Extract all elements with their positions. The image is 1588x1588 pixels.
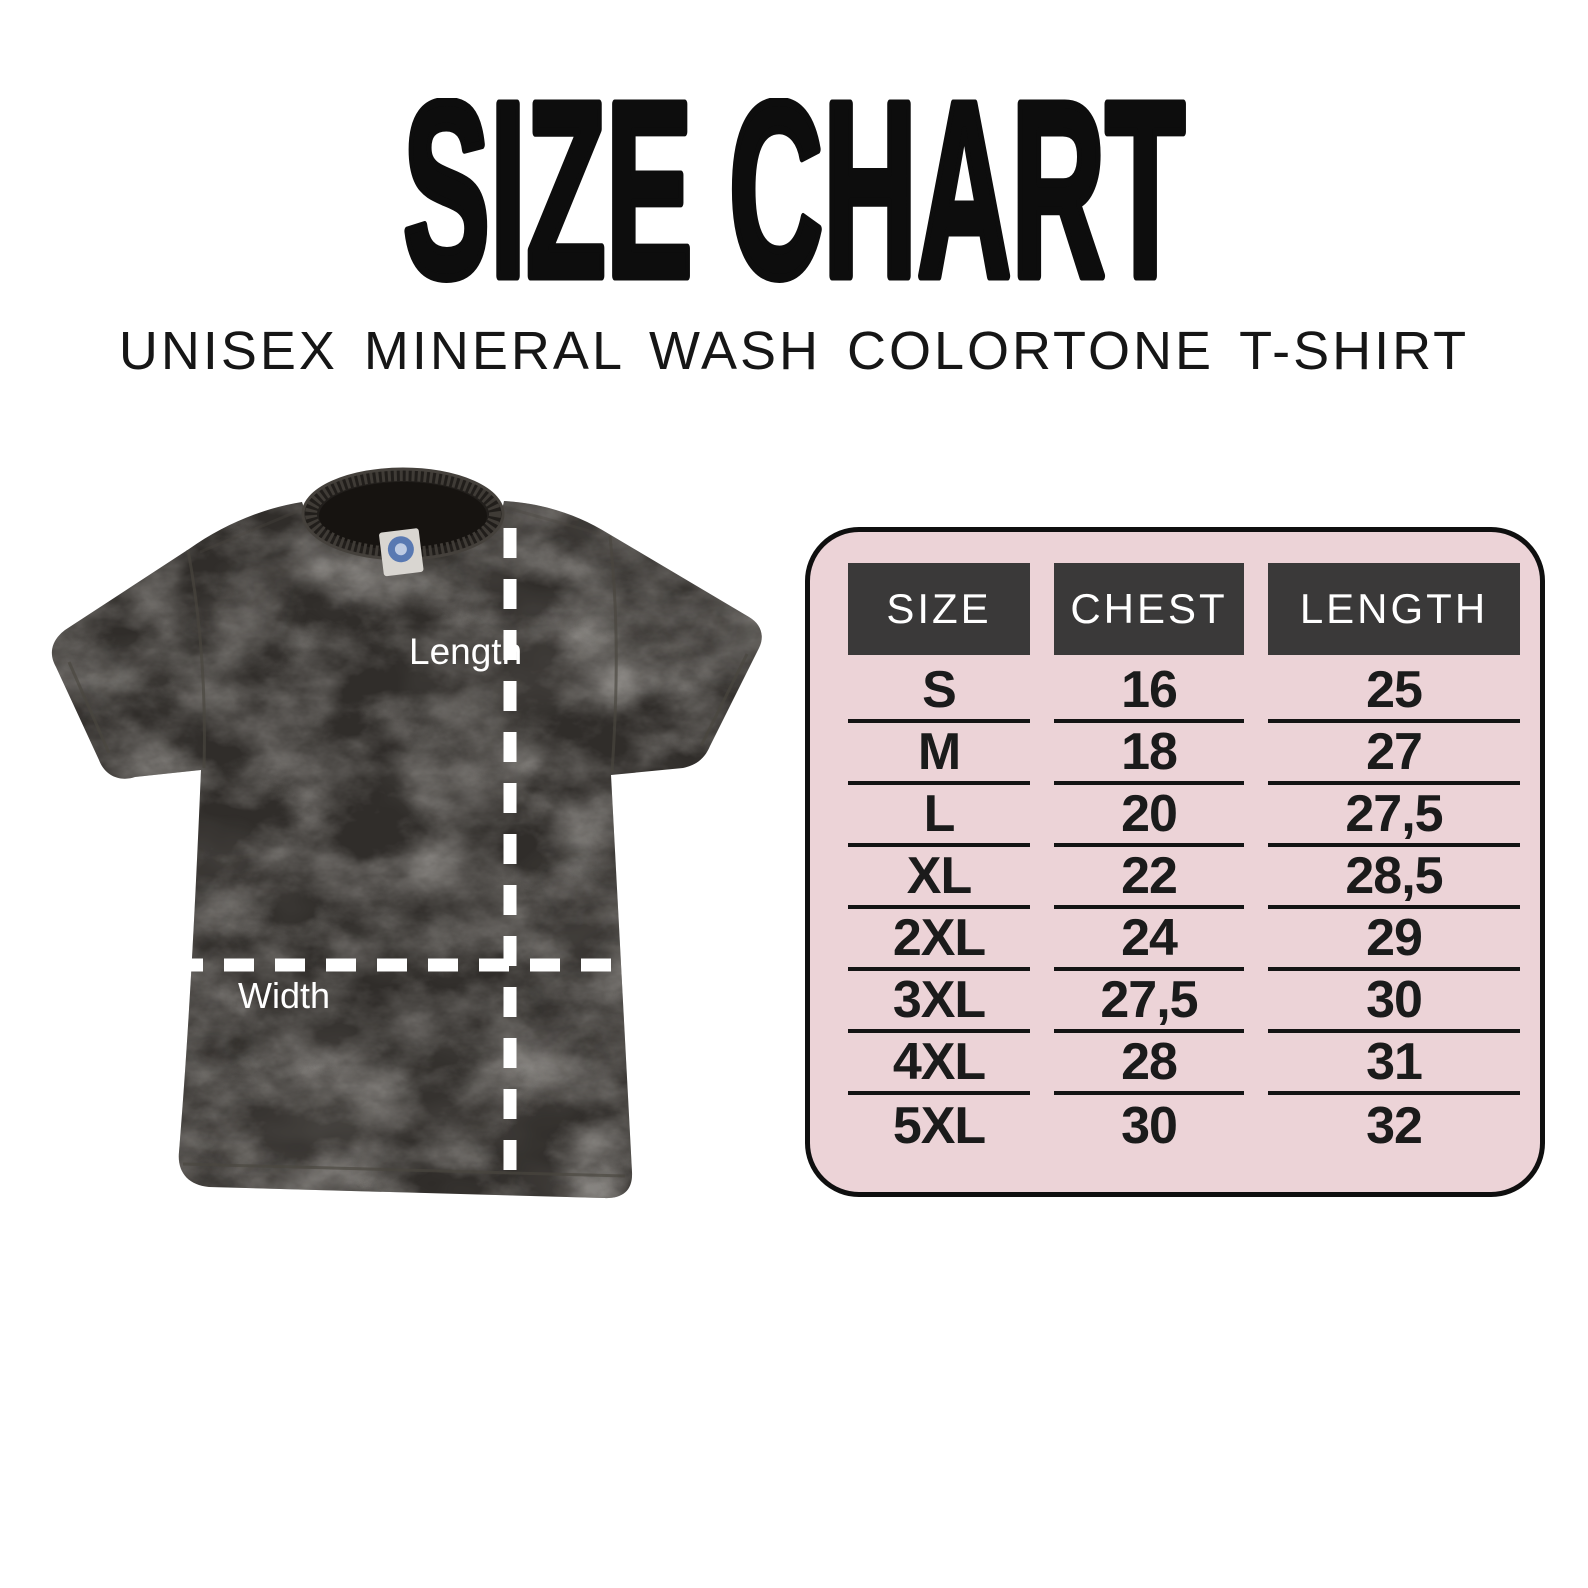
length-cell: 28,5 xyxy=(1268,847,1520,909)
column-header-length: LENGTH xyxy=(1268,563,1520,655)
collar xyxy=(301,467,505,561)
size-cell: M xyxy=(848,723,1030,785)
table-row: 5XL 30 32 xyxy=(848,1095,1520,1157)
column-header-chest: CHEST xyxy=(1054,563,1244,655)
length-cell: 32 xyxy=(1366,1097,1423,1155)
length-cell: 27,5 xyxy=(1268,785,1520,847)
table-row: L 20 27,5 xyxy=(848,785,1520,847)
size-cell: 4XL xyxy=(848,1033,1030,1095)
tshirt-graphic: Length Width xyxy=(51,467,762,1199)
chest-cell: 24 xyxy=(1054,909,1244,971)
table-row: 3XL 27,5 30 xyxy=(848,971,1520,1033)
title-graphic: SIZE CHART xyxy=(399,46,1190,334)
size-cell: 2XL xyxy=(848,909,1030,971)
mineral-wash-texture xyxy=(51,501,762,1199)
size-cell: L xyxy=(848,785,1030,847)
size-cell: 3XL xyxy=(848,971,1030,1033)
chest-cell: 20 xyxy=(1054,785,1244,847)
length-cell: 29 xyxy=(1268,909,1520,971)
page-title: SIZE CHART xyxy=(403,98,1185,303)
chest-cell: 18 xyxy=(1054,723,1244,785)
tshirt-diagram: Length Width xyxy=(25,450,815,1220)
chest-cell: 30 xyxy=(1121,1097,1178,1155)
stitch-seams xyxy=(67,503,749,1178)
column-header-size: SIZE xyxy=(848,563,1030,655)
table-row: 2XL 24 29 xyxy=(848,909,1520,971)
chest-cell: 16 xyxy=(1054,661,1244,723)
length-label: Length xyxy=(409,631,522,672)
table-header-row: SIZE CHEST LENGTH xyxy=(848,563,1520,655)
size-table-panel: SIZE CHEST LENGTH S 16 25 M 18 27 L 20 2… xyxy=(805,527,1545,1197)
chest-cell: 22 xyxy=(1054,847,1244,909)
table-row: XL 22 28,5 xyxy=(848,847,1520,909)
page-subtitle: UNISEX MINERAL WASH COLORTONE T-SHIRT xyxy=(118,321,1470,381)
width-label: Width xyxy=(238,975,330,1016)
table-body: S 16 25 M 18 27 L 20 27,5 XL 22 28,5 2XL xyxy=(848,661,1520,1157)
length-cell: 30 xyxy=(1268,971,1520,1033)
size-cell: S xyxy=(848,661,1030,723)
table-row: S 16 25 xyxy=(848,661,1520,723)
chest-cell: 27,5 xyxy=(1054,971,1244,1033)
size-cell: XL xyxy=(848,847,1030,909)
table-row: M 18 27 xyxy=(848,723,1520,785)
length-cell: 27 xyxy=(1268,723,1520,785)
length-cell: 25 xyxy=(1268,661,1520,723)
neck-tag xyxy=(379,528,424,577)
table-row: 4XL 28 31 xyxy=(848,1033,1520,1095)
length-cell: 31 xyxy=(1268,1033,1520,1095)
page-title-block: SIZE CHART xyxy=(0,46,1588,334)
size-cell: 5XL xyxy=(892,1097,986,1155)
chest-cell: 28 xyxy=(1054,1033,1244,1095)
